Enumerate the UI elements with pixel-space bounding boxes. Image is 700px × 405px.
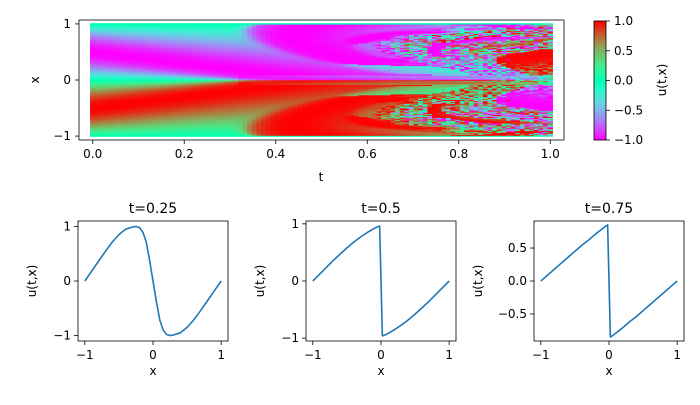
heatmap-cell: [219, 23, 224, 24]
heatmap-cell: [275, 23, 280, 24]
heatmap-cell: [104, 23, 109, 24]
heatmap-cell: [229, 23, 234, 24]
heatmap-cell: [192, 23, 197, 24]
heatmap-cell: [256, 23, 261, 24]
heatmap-cell: [206, 23, 211, 24]
heatmap-cell: [243, 23, 248, 24]
heatmap-cell: [136, 23, 141, 24]
heatmap-cell: [127, 23, 132, 24]
heatmap-cell: [210, 23, 215, 24]
heatmap-cell: [196, 23, 201, 24]
heatmap-cell: [187, 23, 192, 24]
heatmap-cell: [141, 23, 146, 24]
heatmap-cell: [164, 23, 169, 24]
heatmap-cell: [169, 23, 174, 24]
heatmap-cell: [150, 23, 155, 24]
heatmap-cell: [118, 23, 123, 24]
heatmap-cell: [122, 23, 127, 24]
heatmap-cell: [146, 23, 151, 24]
heatmap-cell: [238, 23, 243, 24]
heatmap-cell: [173, 23, 178, 24]
heatmap-cell: [261, 23, 266, 24]
heatmap-cell: [95, 23, 100, 24]
heatmap-cell: [252, 23, 257, 24]
heatmap-cell: [266, 23, 271, 24]
heatmap-cell: [113, 23, 118, 24]
heatmap-cell: [178, 23, 183, 24]
heatmap-cell: [132, 23, 137, 24]
heatmap-cell: [270, 23, 275, 24]
heatmap-cell: [182, 23, 187, 24]
heatmap-cell: [159, 23, 164, 24]
heatmap-cell: [99, 23, 104, 24]
heatmap-cell: [233, 23, 238, 24]
heatmap-cell: [90, 23, 95, 24]
heatmap-cell: [215, 23, 220, 24]
heatmap-cells: [90, 23, 553, 137]
heatmap-cell: [155, 23, 160, 24]
heatmap-cell: [109, 23, 114, 24]
heatmap-cell: [247, 23, 252, 24]
heatmap-cell: [224, 23, 229, 24]
heatmap-cell: [201, 23, 206, 24]
